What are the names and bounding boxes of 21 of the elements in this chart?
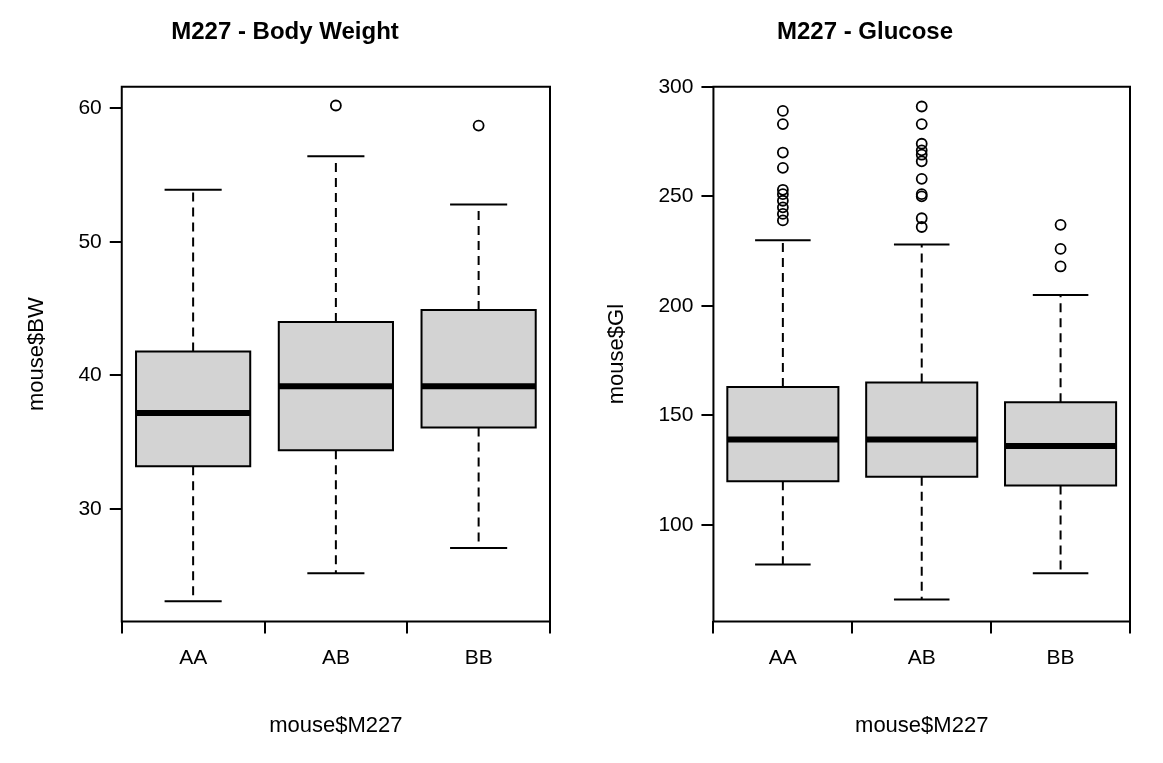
x-tick-label: AB (907, 644, 936, 668)
y-axis-title: mouse$Gl (603, 303, 629, 405)
x-tick-label: BB (1046, 644, 1075, 668)
x-axis-title: mouse$M227 (269, 711, 403, 737)
y-tick-label: 30 (78, 495, 102, 519)
chart-title: M227 - Glucose (776, 17, 954, 45)
y-tick-label: 100 (658, 511, 694, 535)
y-axis-title: mouse$BW (23, 297, 49, 411)
y-tick-label: 150 (658, 402, 694, 426)
x-axis-title: mouse$M227 (855, 711, 989, 737)
y-tick-label: 40 (78, 362, 102, 386)
chart-title: M227 - Body Weight (171, 17, 399, 45)
x-tick-label: AA (179, 644, 208, 668)
y-tick-label: 300 (658, 73, 694, 97)
x-tick-label: AA (768, 644, 797, 668)
x-tick-label: BB (464, 644, 493, 668)
y-tick-label: 60 (78, 94, 102, 118)
y-tick-label: 200 (658, 292, 694, 316)
y-tick-label: 250 (658, 183, 694, 207)
y-tick-label: 50 (78, 228, 102, 252)
x-tick-label: AB (321, 644, 350, 668)
